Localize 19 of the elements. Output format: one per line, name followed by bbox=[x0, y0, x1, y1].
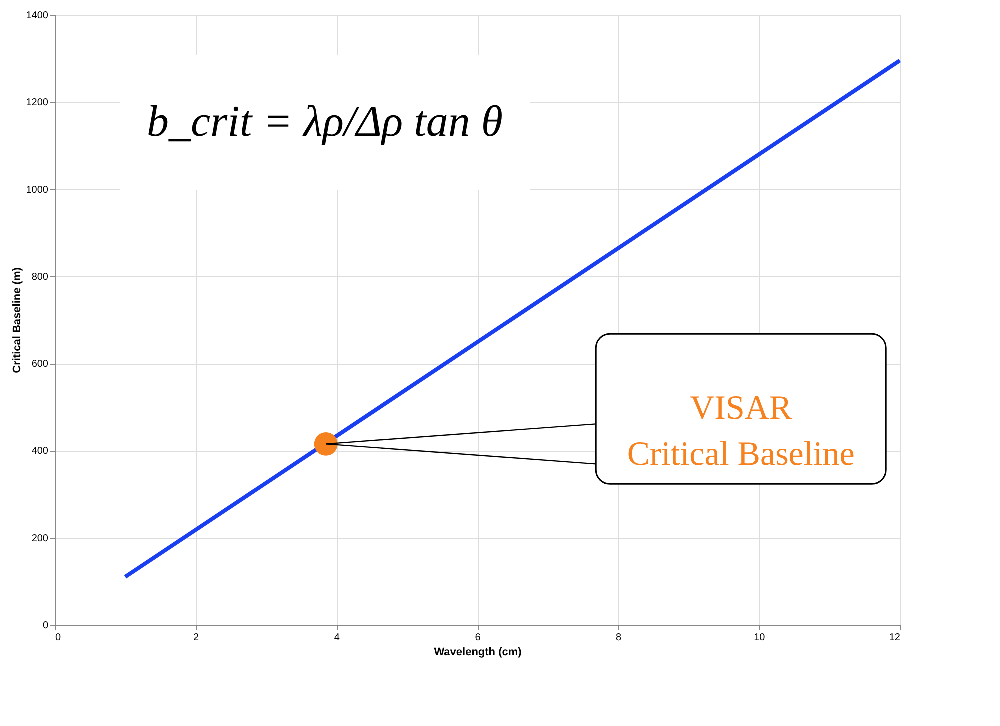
y-axis-title: Critical Baseline (m) bbox=[11, 267, 24, 374]
y-tick-label: 600 bbox=[32, 359, 49, 370]
y-tick-label: 0 bbox=[42, 620, 49, 632]
y-tick-label: 200 bbox=[32, 533, 49, 544]
y-tick-label: 1200 bbox=[26, 98, 49, 109]
x-tick-label: 12 bbox=[889, 632, 901, 644]
x-axis-title: Wavelength (cm) bbox=[434, 646, 522, 658]
y-tick-label: 800 bbox=[32, 272, 49, 283]
x-tick-label: 0 bbox=[56, 632, 62, 644]
x-tick-label: 6 bbox=[475, 632, 482, 644]
x-tick-label: 10 bbox=[754, 632, 766, 644]
x-tick-label: 4 bbox=[334, 632, 340, 644]
y-tick-label: 1000 bbox=[26, 184, 49, 196]
annotation: VISAR Critical Baseline bbox=[627, 390, 855, 474]
y-tick-label: 400 bbox=[32, 446, 49, 458]
y-tick-label: 1400 bbox=[26, 10, 49, 22]
annotation: b_crit = λρ/Δρ tan θ bbox=[147, 97, 503, 146]
x-tick-label: 8 bbox=[616, 632, 622, 644]
x-tick-label: 2 bbox=[194, 632, 200, 644]
